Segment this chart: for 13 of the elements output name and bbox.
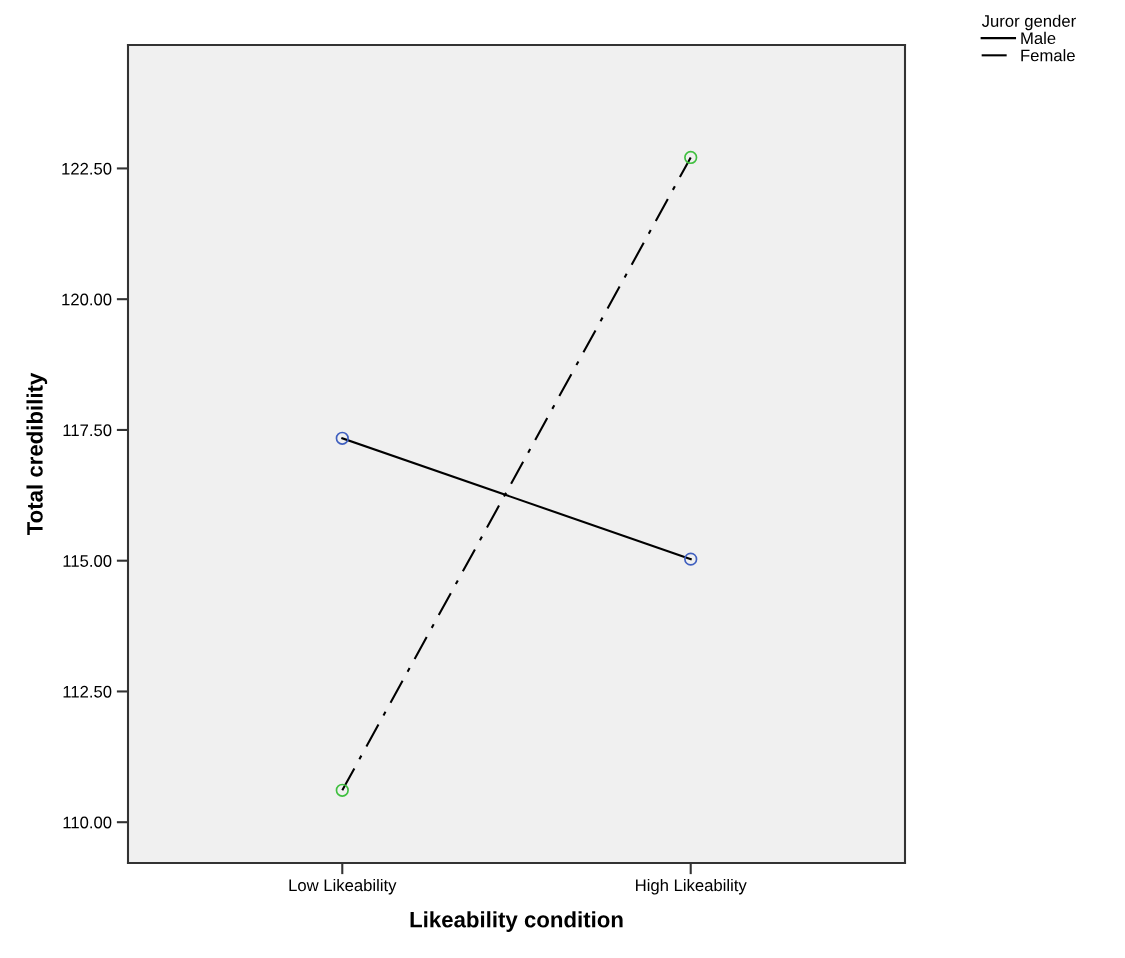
y-tick-label: 117.50 [63,424,112,437]
y-tick-label: 120.00 [62,293,112,306]
legend-label: Female [1021,49,1075,62]
x-tick-label: High Likeability [636,878,747,895]
y-tick-label: 115.00 [63,555,112,567]
y-tick-label: 122.50 [62,162,112,175]
legend-title: Juror gender [981,14,1076,31]
y-tick-label: 110.00 [63,816,112,829]
legend-label: Male [1021,31,1056,45]
x-tick-label: Low Likeability [289,878,397,895]
y-tick-label: 112.50 [63,685,112,698]
x-axis-title: Likeability condition [410,911,623,932]
y-axis-title: Total credibility [26,372,48,536]
